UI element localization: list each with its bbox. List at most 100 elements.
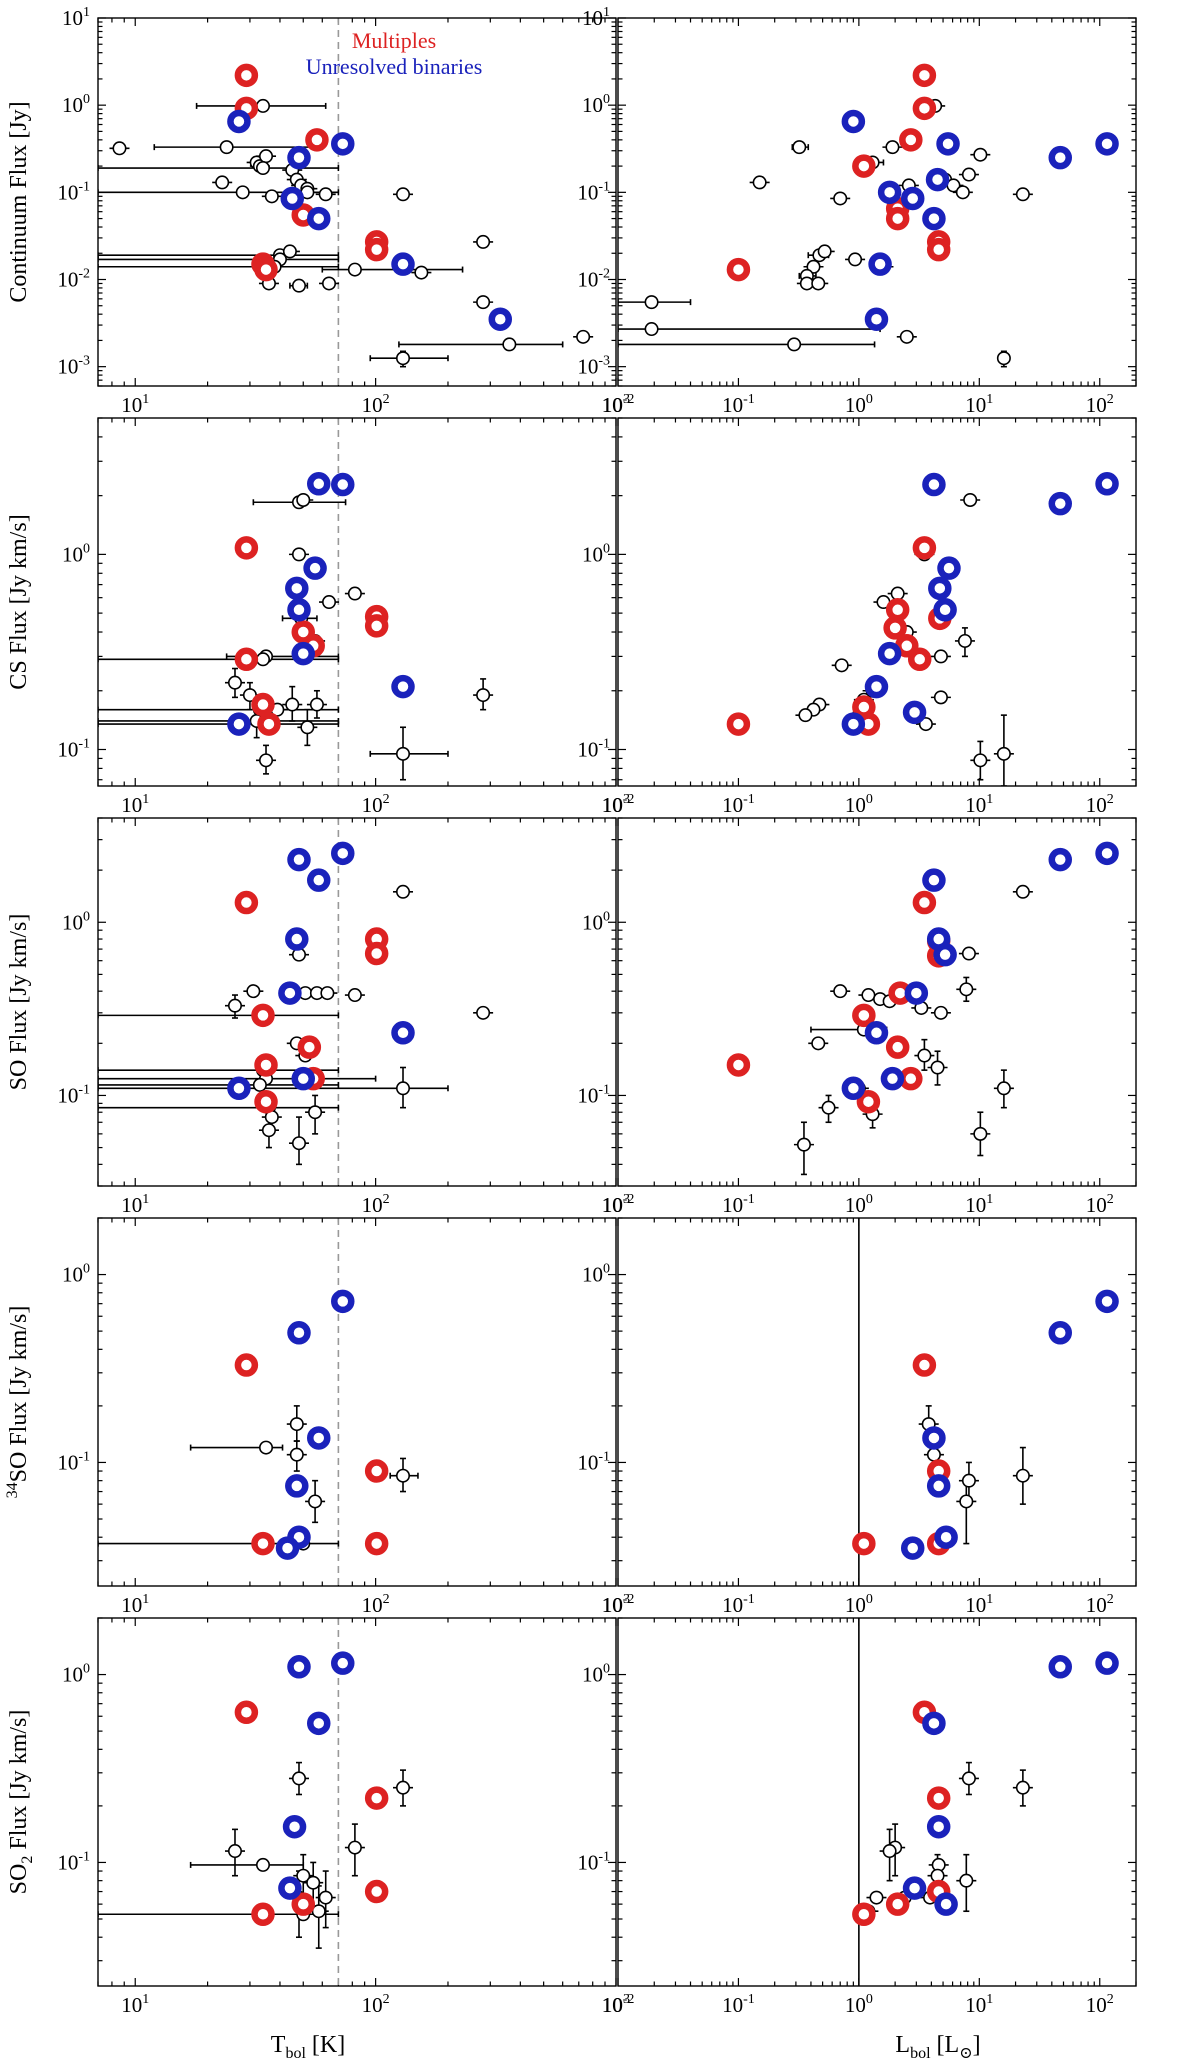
panel-data <box>98 1218 419 1586</box>
data-point-binary <box>926 1814 951 1839</box>
x-tick-label: 101 <box>121 1992 149 2017</box>
data-point-binary <box>278 981 302 1005</box>
legend-unresolved-binaries: Unresolved binaries <box>306 54 483 79</box>
panel-data <box>98 18 594 386</box>
data-point-binary <box>933 942 957 967</box>
panel-frame <box>617 1217 1137 1587</box>
panel-grid: 101 102 103 10-3 10-2 10-1 100 101 Continuum Flu… <box>4 5 1137 2017</box>
data-point-multiple <box>251 1531 275 1556</box>
data-point-single <box>973 753 988 768</box>
data-point-single <box>396 1081 411 1096</box>
y-tick-label: 10-2 <box>57 266 90 291</box>
data-point-single <box>318 187 333 202</box>
y-tick-label: 100 <box>582 92 610 117</box>
data-point-binary <box>841 1076 866 1101</box>
y-axis-label: 34SO Flux [Jy km/s] <box>4 1306 32 1499</box>
data-point-binary <box>1048 847 1073 872</box>
data-point-binary <box>926 1474 951 1498</box>
data-point-single <box>255 98 270 113</box>
panel-4-right: 10-2 10-1 100 101 102 10-1 100 <box>577 1617 1137 2017</box>
x-tick-label: 101 <box>121 1592 149 1617</box>
data-point-binary <box>307 1426 331 1450</box>
data-point-binary <box>287 1655 311 1679</box>
data-point-multiple <box>726 712 751 736</box>
data-point-single <box>811 1036 826 1051</box>
data-point-single <box>322 595 337 610</box>
data-point-single <box>917 1048 932 1063</box>
data-point-binary <box>922 1711 946 1736</box>
data-point-binary <box>868 252 892 276</box>
data-point-multiple <box>305 128 329 152</box>
legend: Multiples Unresolved binaries <box>306 28 483 79</box>
data-point-single <box>959 1873 974 1888</box>
data-point-single <box>644 322 659 337</box>
data-point-binary <box>864 674 889 699</box>
data-point-single <box>796 1137 811 1152</box>
panel-3-right: 10-2 10-1 100 101 102 10-1 100 <box>577 1217 1137 1617</box>
data-point-single <box>285 697 300 712</box>
data-point-binary <box>287 598 311 622</box>
panel-0-left: 101 102 103 10-3 10-2 10-1 100 101 Continuum Flu… <box>6 5 630 417</box>
x-tick-label: 103 <box>602 1192 630 1217</box>
data-point-multiple <box>852 1902 876 1927</box>
data-point-single <box>112 141 127 156</box>
data-point-multiple <box>254 257 278 282</box>
data-point-multiple <box>907 647 932 672</box>
data-point-multiple <box>885 1035 910 1059</box>
x-tick-label: 100 <box>845 792 873 817</box>
data-point-multiple <box>291 1892 316 1916</box>
panel-data <box>726 841 1119 1176</box>
x-tick-label: 103 <box>602 392 630 417</box>
data-point-binary <box>1095 1289 1119 1314</box>
data-point-single <box>961 1473 976 1488</box>
data-point-multiple <box>852 154 876 178</box>
y-tick-label: 10-1 <box>577 1082 610 1107</box>
data-point-single <box>869 1890 884 1905</box>
y-tick-label: 10-1 <box>577 1449 610 1474</box>
data-point-single <box>259 149 274 164</box>
data-point-single <box>396 884 411 899</box>
data-point-single <box>227 675 242 690</box>
data-point-single <box>961 167 976 182</box>
data-point-single <box>799 276 814 291</box>
y-tick-label: 100 <box>582 909 610 934</box>
y-tick-label: 10-1 <box>57 1849 90 1874</box>
data-point-multiple <box>364 1879 389 1904</box>
data-point-single <box>961 1771 976 1786</box>
data-point-binary <box>1048 145 1073 170</box>
data-point-binary <box>900 1536 925 1560</box>
data-point-binary <box>902 1876 927 1900</box>
panel-data <box>852 1218 1119 1586</box>
data-point-single <box>752 175 767 190</box>
data-point-binary <box>936 132 960 156</box>
data-point-binary <box>280 186 305 211</box>
x-tick-label: 101 <box>965 1192 993 1217</box>
data-point-multiple <box>364 1531 389 1556</box>
data-point-single <box>318 1890 333 1905</box>
x-tick-label: 102 <box>362 392 390 417</box>
data-point-single <box>308 1105 323 1120</box>
data-point-single <box>933 690 948 705</box>
y-tick-label: 100 <box>62 909 90 934</box>
data-point-single <box>861 988 876 1003</box>
data-point-multiple <box>234 890 259 915</box>
data-point-single <box>959 1494 974 1509</box>
data-point-binary <box>1048 1655 1073 1679</box>
y-tick-label: 100 <box>582 1662 610 1687</box>
data-point-multiple <box>251 692 275 717</box>
data-point-multiple <box>899 128 923 152</box>
data-point-single <box>792 140 807 155</box>
data-point-single <box>235 185 250 200</box>
data-point-single <box>476 234 491 249</box>
data-point-multiple <box>251 1003 275 1028</box>
data-point-single <box>885 140 900 155</box>
data-point-single <box>291 278 306 293</box>
data-point-single <box>821 1100 836 1115</box>
x-tick-label: 103 <box>602 1592 630 1617</box>
data-point-single <box>219 140 234 155</box>
data-point-single <box>396 187 411 202</box>
x-tick-label: 101 <box>965 1592 993 1617</box>
x-tick-label: 101 <box>121 392 149 417</box>
x-tick-label: 101 <box>965 1992 993 2017</box>
